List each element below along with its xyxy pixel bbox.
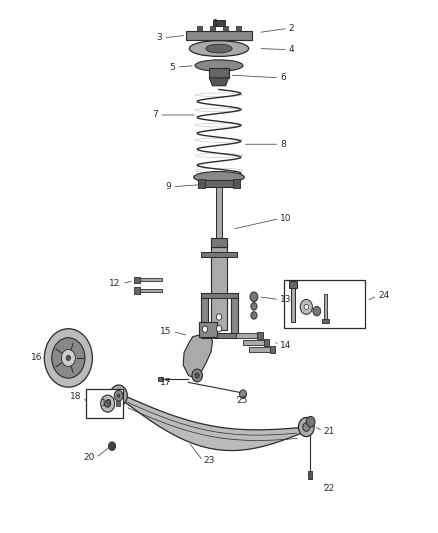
Polygon shape xyxy=(119,393,306,450)
Circle shape xyxy=(202,326,208,333)
Bar xyxy=(324,294,327,321)
Text: 2: 2 xyxy=(289,24,294,33)
Circle shape xyxy=(304,304,308,310)
Circle shape xyxy=(216,314,222,320)
Text: 22: 22 xyxy=(324,484,335,493)
Circle shape xyxy=(251,312,257,319)
Bar xyxy=(201,333,238,338)
Text: 12: 12 xyxy=(110,279,121,288)
Bar xyxy=(322,319,329,323)
Circle shape xyxy=(216,326,222,332)
Circle shape xyxy=(109,442,116,450)
Circle shape xyxy=(110,385,127,406)
Text: 21: 21 xyxy=(324,427,335,436)
Text: 4: 4 xyxy=(289,45,294,54)
Text: 25: 25 xyxy=(237,396,248,405)
Bar xyxy=(291,286,295,322)
Bar xyxy=(201,252,237,257)
Circle shape xyxy=(66,356,71,361)
Text: 3: 3 xyxy=(156,34,162,43)
Bar xyxy=(138,289,162,292)
Bar xyxy=(307,471,312,479)
Bar xyxy=(233,179,240,188)
Circle shape xyxy=(250,292,258,302)
Bar xyxy=(158,377,163,381)
Circle shape xyxy=(52,338,85,378)
Circle shape xyxy=(117,394,120,397)
Bar xyxy=(285,280,365,328)
Circle shape xyxy=(44,329,92,387)
Text: 14: 14 xyxy=(280,341,292,350)
Bar xyxy=(199,322,217,337)
Ellipse shape xyxy=(195,60,243,71)
Circle shape xyxy=(101,395,115,412)
Bar xyxy=(198,179,205,188)
Bar xyxy=(138,278,162,281)
Bar xyxy=(134,277,140,283)
Polygon shape xyxy=(183,333,212,378)
Text: 7: 7 xyxy=(152,110,158,119)
Text: 8: 8 xyxy=(280,140,286,149)
Bar xyxy=(231,293,238,338)
Bar xyxy=(201,180,237,187)
Circle shape xyxy=(240,390,247,398)
Text: 6: 6 xyxy=(280,73,286,82)
Circle shape xyxy=(313,306,321,316)
Bar xyxy=(134,287,140,294)
Text: 18: 18 xyxy=(70,392,81,401)
Text: 5: 5 xyxy=(170,63,175,71)
Circle shape xyxy=(195,373,199,378)
Text: 23: 23 xyxy=(204,456,215,465)
Bar xyxy=(243,341,266,345)
Ellipse shape xyxy=(189,41,249,56)
Bar xyxy=(213,20,225,26)
Circle shape xyxy=(306,416,315,427)
Text: 16: 16 xyxy=(31,353,42,362)
Circle shape xyxy=(114,390,123,401)
Bar xyxy=(258,333,263,339)
Bar xyxy=(186,31,252,39)
Text: 17: 17 xyxy=(159,378,171,387)
Bar xyxy=(211,247,227,330)
Bar xyxy=(209,68,229,78)
Bar xyxy=(236,26,241,31)
Text: 24: 24 xyxy=(378,291,390,300)
Bar xyxy=(197,26,202,31)
Text: 1: 1 xyxy=(213,19,219,28)
Bar xyxy=(237,334,259,338)
Circle shape xyxy=(300,300,312,314)
Bar xyxy=(86,389,123,418)
Circle shape xyxy=(298,417,314,437)
Polygon shape xyxy=(209,78,229,86)
Circle shape xyxy=(61,350,75,367)
Bar xyxy=(264,340,269,346)
Circle shape xyxy=(303,423,310,431)
Bar xyxy=(223,26,228,31)
Bar xyxy=(215,187,223,245)
Bar xyxy=(249,348,272,352)
Text: 9: 9 xyxy=(165,182,171,191)
Bar xyxy=(211,238,227,247)
Ellipse shape xyxy=(206,44,232,53)
Circle shape xyxy=(105,400,111,407)
Bar xyxy=(270,346,275,353)
Text: 10: 10 xyxy=(280,214,292,223)
Text: 19: 19 xyxy=(101,399,113,408)
Circle shape xyxy=(251,303,257,310)
Bar xyxy=(201,293,238,298)
Bar xyxy=(210,26,215,31)
Ellipse shape xyxy=(194,172,244,183)
Circle shape xyxy=(192,369,202,382)
Text: 20: 20 xyxy=(83,454,95,463)
Bar xyxy=(117,401,120,406)
Text: 15: 15 xyxy=(159,327,171,336)
Bar xyxy=(289,281,297,288)
Text: 13: 13 xyxy=(280,295,292,304)
Bar xyxy=(201,293,208,338)
